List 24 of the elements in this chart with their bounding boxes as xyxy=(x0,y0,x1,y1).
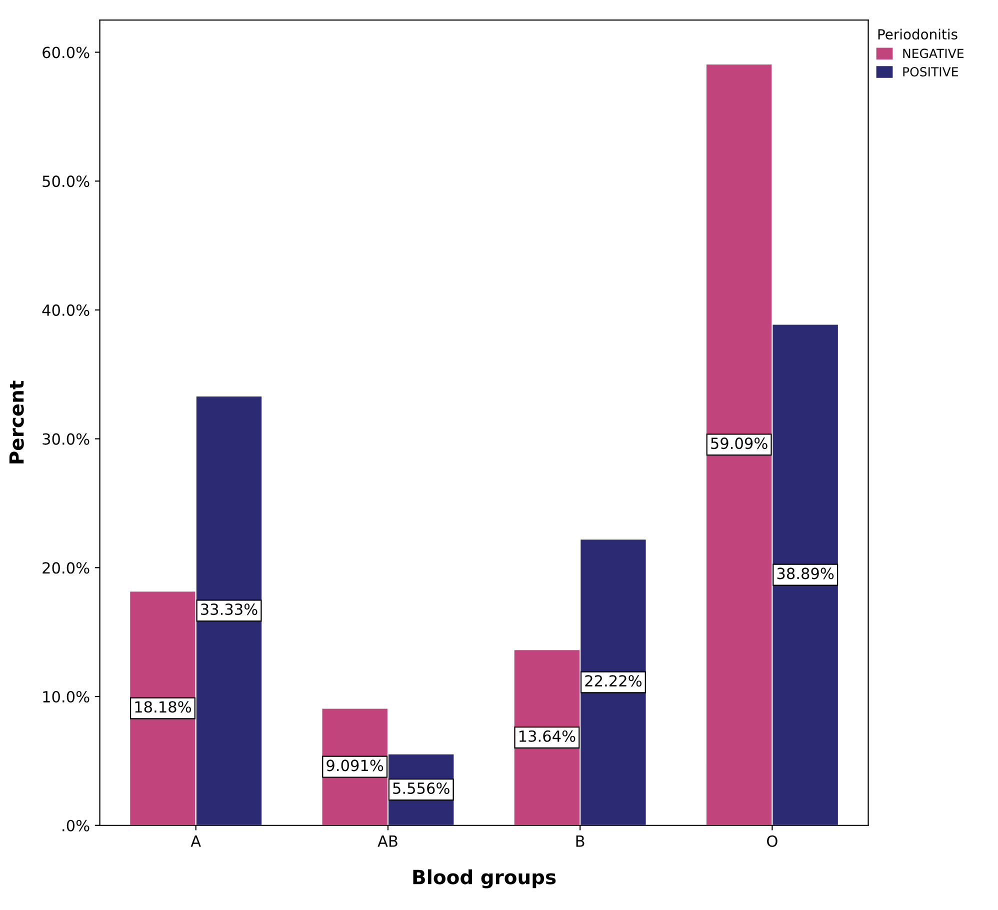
legend-label: NEGATIVE xyxy=(903,48,964,58)
data-label: 13.64% xyxy=(520,730,576,742)
x-tick-label: O xyxy=(767,835,778,847)
data-label: 33.33% xyxy=(201,604,258,616)
y-tick-label: 50.0% xyxy=(42,176,90,188)
y-tick-label: 30.0% xyxy=(42,433,90,445)
x-tick-label: B xyxy=(576,836,584,847)
y-tick-label: 10.0% xyxy=(43,690,90,703)
y-tick-label: 60.0% xyxy=(42,46,90,58)
x-tick-label: A xyxy=(190,836,201,847)
y-tick-label: 40.0% xyxy=(42,304,90,316)
x-tick-label: AB xyxy=(378,836,398,847)
data-label: 5.556% xyxy=(393,782,450,794)
data-label: 22.22% xyxy=(585,675,642,687)
data-label: 59.09% xyxy=(711,438,768,450)
y-tick-label: 20.0% xyxy=(42,562,90,574)
x-axis-title: Blood groups xyxy=(413,869,556,888)
data-label: 38.89% xyxy=(777,568,834,580)
y-tick-label: .0% xyxy=(62,820,90,832)
data-label: 9.091% xyxy=(326,760,384,772)
data-label: 18.18% xyxy=(135,701,191,713)
y-axis-title: Percent xyxy=(9,380,24,464)
legend-label: POSITIVE xyxy=(903,67,958,76)
legend-title: Periodonitis xyxy=(878,28,958,40)
